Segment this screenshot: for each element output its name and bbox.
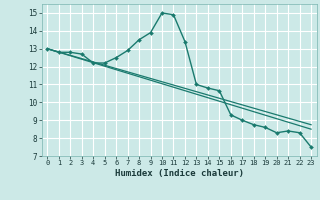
- X-axis label: Humidex (Indice chaleur): Humidex (Indice chaleur): [115, 169, 244, 178]
